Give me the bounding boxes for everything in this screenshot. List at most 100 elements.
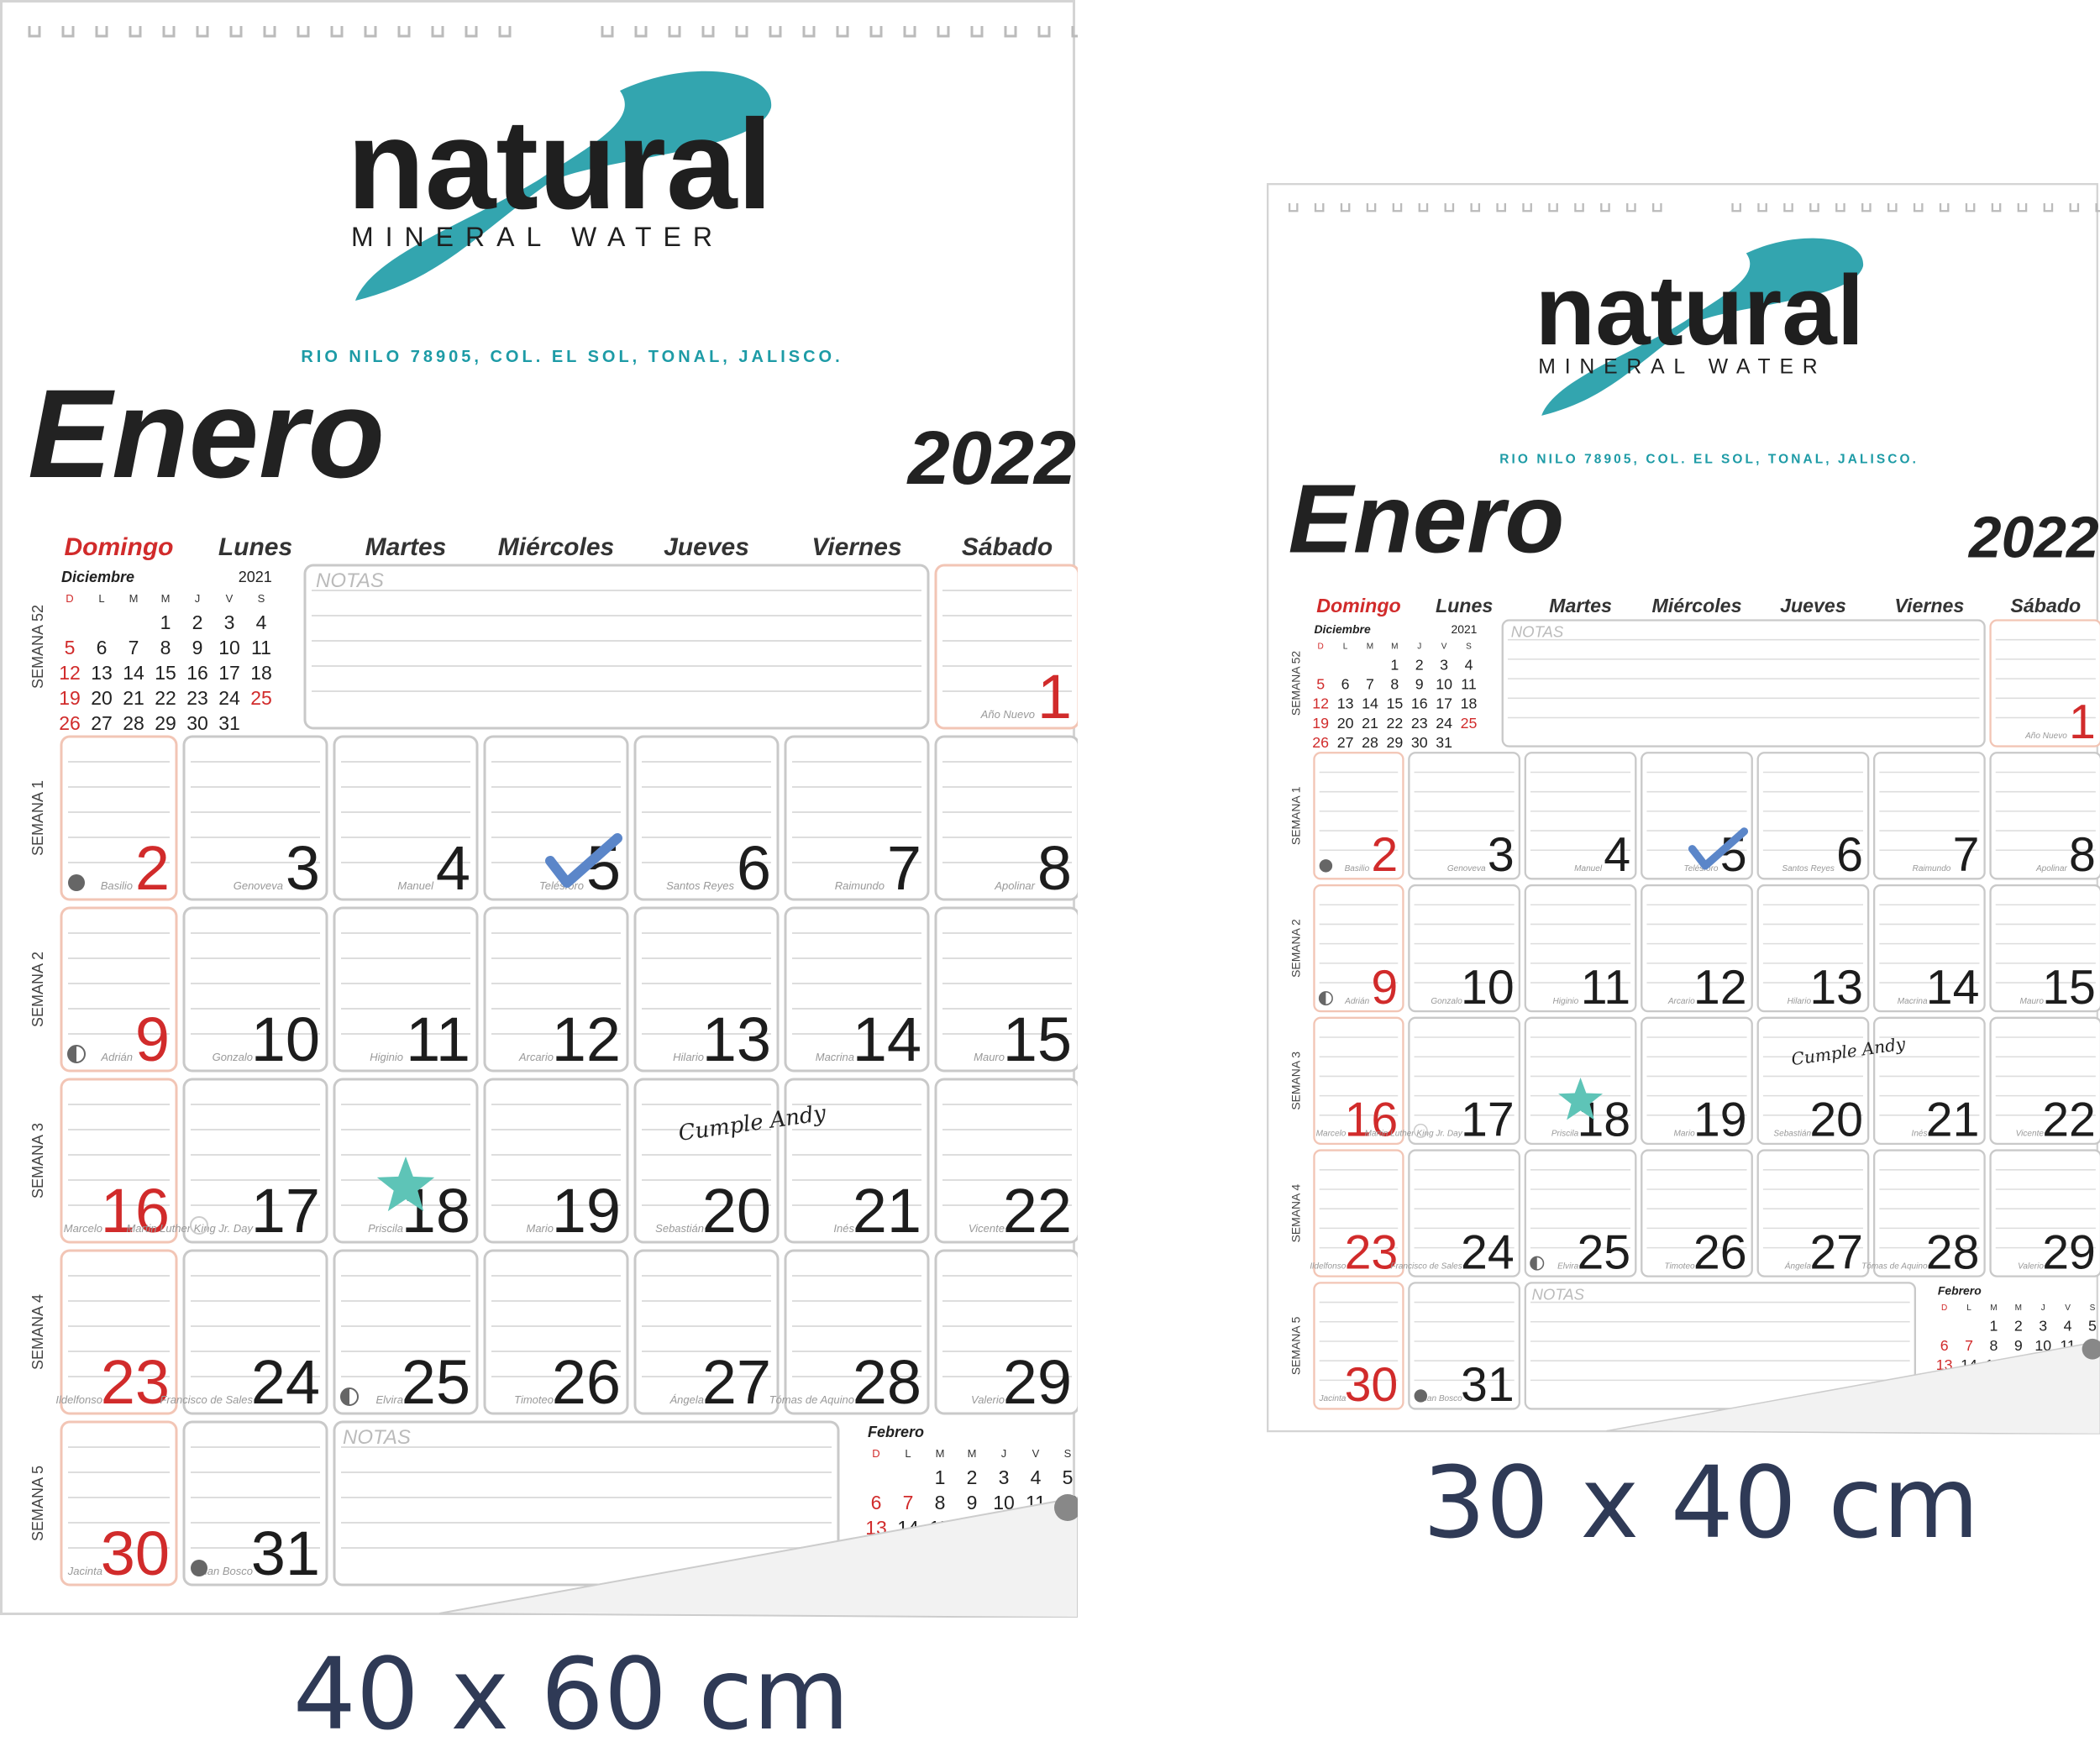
mini-day: 3 [224, 611, 235, 633]
moon-phase-icon [1319, 991, 1326, 1005]
saint-name: Tómas de Aquino [1861, 1262, 1928, 1271]
saint-name: Marcelo [1316, 1130, 1347, 1139]
spiral-ring-icon [129, 26, 142, 38]
saint-name: Inés [1912, 1130, 1928, 1139]
cell-border [1313, 1149, 1404, 1277]
day-number: 23 [1345, 1225, 1399, 1279]
mini-day: 1 [935, 1466, 946, 1488]
mini-day-initial: M [968, 1447, 977, 1460]
mini-day: 15 [155, 662, 176, 684]
mini-day: 5 [2088, 1318, 2097, 1335]
mini-day: 27 [91, 712, 113, 734]
day-number: 21 [1926, 1094, 1980, 1147]
spiral-ring-icon [1392, 202, 1403, 212]
spiral-ring-icon [903, 26, 916, 38]
saint-name: Santos Reyes [666, 879, 734, 892]
mini-day: 2 [1415, 656, 1424, 673]
mini-day-initial: L [1343, 643, 1348, 652]
day-number: 20 [702, 1176, 771, 1246]
week-label: SEMANA 2 [29, 952, 46, 1027]
mini-day: 7 [1965, 1337, 1973, 1354]
mini-day: 28 [1362, 734, 1378, 751]
mini-day-initial: D [1318, 643, 1324, 652]
day-number: 24 [1461, 1225, 1515, 1279]
mini-day: 7 [129, 637, 139, 658]
cell-border [303, 564, 930, 730]
cell-border [1872, 1016, 1986, 1146]
cell-border [1408, 752, 1521, 880]
moon-phase-icon [341, 1388, 349, 1405]
cell-border [60, 1078, 178, 1244]
weekday-header: Martes [365, 533, 447, 561]
cell-border [784, 1078, 930, 1244]
spiral-ring-icon [330, 26, 344, 38]
notes-box-top: NOTAS [1501, 619, 1986, 747]
mini-day: 6 [1341, 675, 1350, 692]
mini-day: 24 [1436, 715, 1452, 732]
day-number: 21 [853, 1176, 921, 1246]
mini-day: 25 [250, 687, 272, 709]
day-number: 29 [1003, 1347, 1072, 1417]
spiral-ring-icon [701, 26, 715, 38]
brand-swoosh [355, 71, 772, 302]
week-label: SEMANA 1 [29, 780, 46, 856]
cell-border [1756, 884, 1870, 1013]
spiral-ring-icon [1913, 202, 1924, 212]
cell-border [633, 1249, 780, 1415]
weekday-header: Lunes [1436, 595, 1493, 616]
saint-name: Juan Bosco [1417, 1394, 1462, 1403]
saint-name: Telésforo [1684, 864, 1719, 873]
spiral-ring-icon [1548, 202, 1558, 212]
mini-day: 20 [1337, 715, 1354, 732]
cell-border [1872, 752, 1986, 880]
moon-phase-icon [191, 1560, 207, 1576]
day-number: 6 [1836, 828, 1863, 882]
mini-day: 1 [1390, 656, 1399, 673]
cell-border [1989, 619, 2100, 747]
mini-day: 17 [218, 662, 240, 684]
saint-name: Inés [833, 1222, 854, 1235]
spiral-ring-icon [1037, 26, 1051, 38]
brand-address: RIO NILO 78905, COL. EL SOL, TONAL, JALI… [301, 348, 843, 366]
mini-day-initial: M [1367, 643, 1373, 652]
mini-day: 5 [65, 637, 76, 658]
weekday-header: Sábado [962, 533, 1053, 561]
mini-day-initial: J [1417, 643, 1421, 652]
spiral-ring-icon [1004, 26, 1017, 38]
cell-border [483, 1078, 629, 1244]
day-number: 26 [1693, 1225, 1747, 1279]
mini-day-initial: D [1941, 1304, 1947, 1313]
mini-day: 26 [1312, 734, 1329, 751]
spiral-binding [28, 26, 1084, 38]
cell-border [1524, 1282, 1917, 1410]
brand-name: natural [1535, 255, 1864, 365]
day-number: 14 [1926, 961, 1980, 1015]
mini-day-initial: J [2041, 1304, 2045, 1313]
day-number: 8 [1037, 833, 1072, 903]
mini-day: 20 [91, 687, 113, 709]
page-curl [1606, 1340, 2100, 1435]
saint-name: Juan Bosco [195, 1565, 253, 1577]
day-number: 12 [1693, 961, 1747, 1015]
calendar-40x60: natural MINERAL WATER RIO NILO 78905, COL.… [0, 0, 1112, 1621]
spiral-ring-icon [1965, 202, 1976, 212]
saint-name: Priscila [368, 1222, 403, 1235]
cell-border [483, 906, 629, 1073]
mini-day-initial: J [1001, 1447, 1007, 1460]
checkmark-icon [545, 833, 622, 888]
spiral-ring-icon [1835, 202, 1845, 212]
moon-phase-icon [1413, 1123, 1428, 1138]
mini-day: 16 [1411, 695, 1428, 712]
cell-border [333, 1420, 840, 1587]
